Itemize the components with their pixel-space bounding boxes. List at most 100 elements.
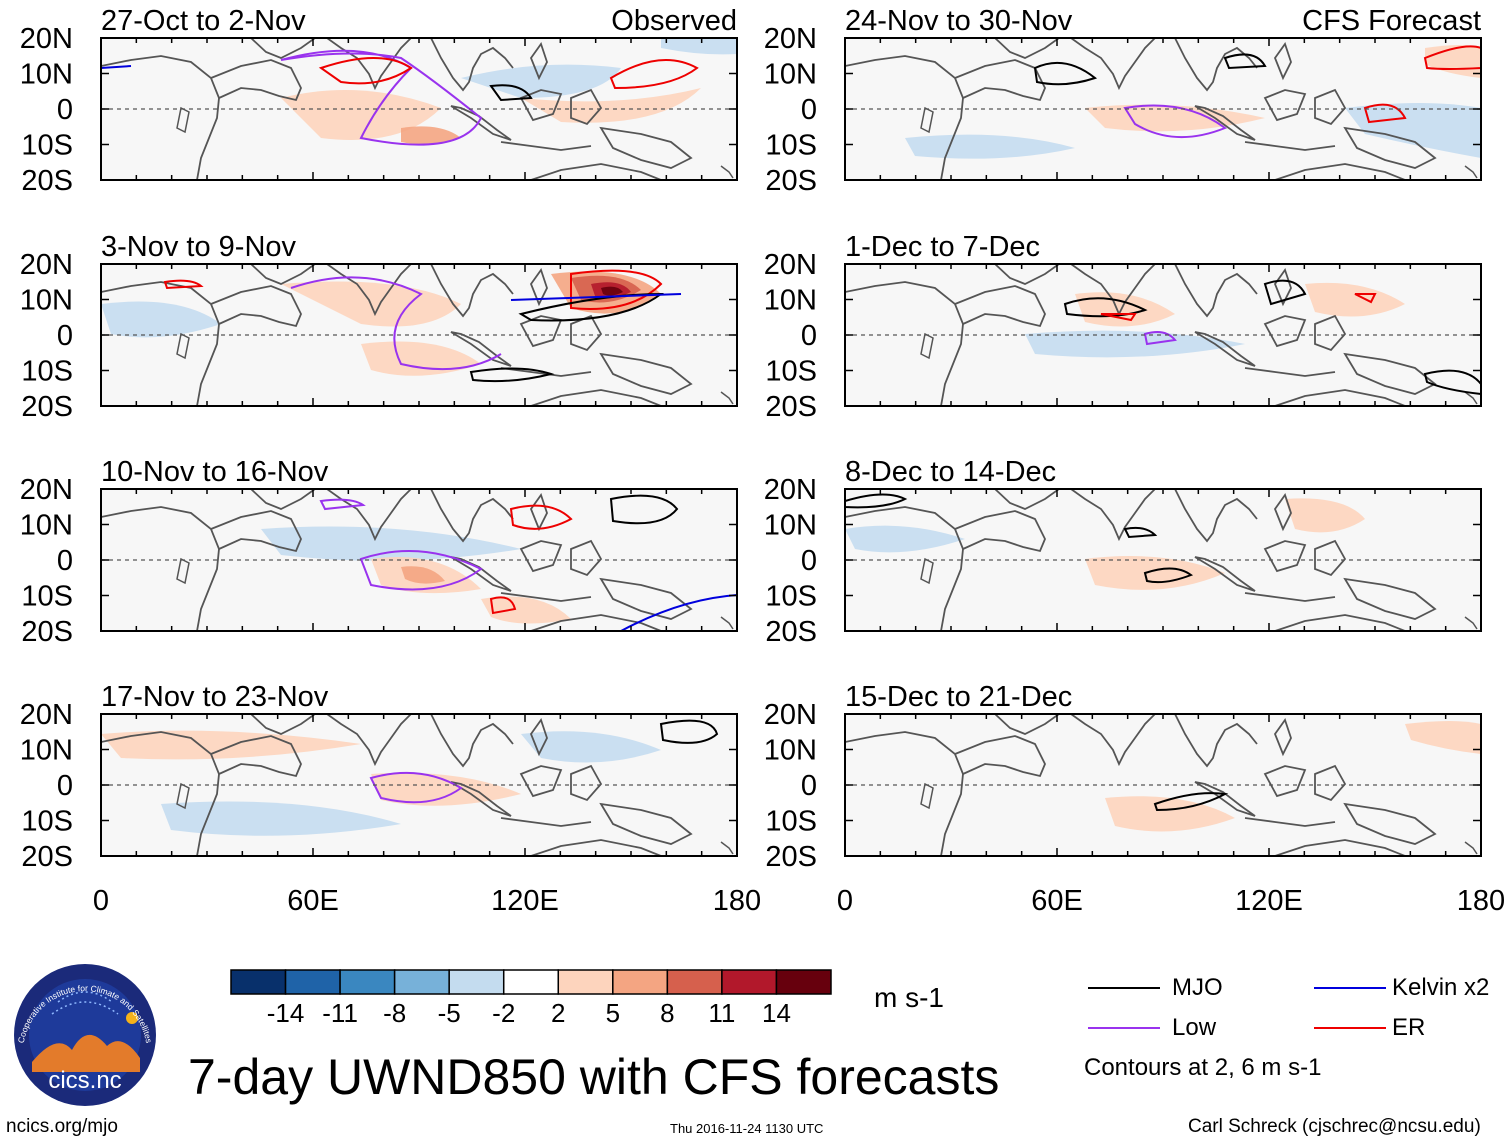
anomaly-shading [845,525,965,553]
colorbar-swatch [448,969,505,995]
y-tick-label: 10N [20,59,73,91]
y-tick-label: 10S [21,356,73,388]
y-tick-label: 0 [801,545,817,577]
legend-label-low: Low [1172,1014,1217,1041]
anomaly-shading [1105,796,1235,832]
contour-low [290,276,502,371]
colorbar-swatch [393,969,450,995]
y-tick-label: 20N [764,474,817,506]
y-tick-label: 10N [20,285,73,317]
y-tick-label: 20N [20,23,73,55]
y-tick-label: 0 [801,320,817,352]
y-tick-label: 10S [765,581,817,613]
contour-er [1100,313,1137,322]
footer-author: Carl Schreck (cjschrec@ncsu.edu) [1188,1116,1481,1137]
contour-mjo [1153,792,1229,812]
y-tick-label: 20S [765,165,817,197]
y-tick-label: 20N [20,474,73,506]
x-tick-label: 120E [491,885,559,917]
colorbar-level-label: 2 [551,998,566,1028]
y-tick-label: 20S [21,616,73,648]
contour-low [359,550,483,591]
contour-er [570,269,663,310]
anomaly-shading [401,566,445,584]
anomaly-shading [1305,282,1405,317]
y-tick-label: 0 [57,94,73,126]
anomaly-shading [401,126,461,145]
colorbar-level-label: -8 [383,998,407,1028]
contour-mjo [489,84,533,102]
colorbar-swatch [557,969,614,995]
y-tick-label: 10S [21,806,73,838]
panel-period-label: 17-Nov to 23-Nov [101,681,329,713]
y-tick-label: 20S [21,165,73,197]
panel-corner-label: CFS Forecast [1302,5,1481,37]
panel-period-label: 15-Dec to 21-Dec [845,681,1072,713]
contour-mjo [1033,61,1098,86]
anomaly-shading [1405,721,1481,754]
anomaly-shading [521,88,701,123]
anomaly-shading [1285,498,1365,533]
contour-mjo [1063,297,1148,318]
anomaly-shading [1075,292,1175,327]
colorbar-swatch [284,969,341,995]
contour-mjo [1143,567,1194,584]
contour-low [369,771,463,804]
colorbar-level-label: -2 [492,998,516,1028]
colorbar-level-label: -5 [437,998,461,1028]
anomaly-shading [1025,330,1245,358]
contour-mjo [609,494,679,525]
anomaly-shading [281,90,441,140]
anomaly-shading [371,772,521,806]
panel-period-label: 3-Nov to 9-Nov [101,231,297,263]
colorbar-swatch [230,969,287,995]
contour-low [1123,104,1228,138]
y-tick-label: 10N [764,510,817,542]
y-tick-label: 20N [20,699,73,731]
y-tick-label: 10S [765,356,817,388]
colorbar-level-label: 14 [761,998,791,1028]
y-tick-label: 20S [765,841,817,873]
colorbar-swatch [721,969,778,995]
contour-er [1363,103,1407,124]
colorbar-level-label: 11 [708,998,736,1028]
chart-title: 7-day UWND850 with CFS forecasts [188,1049,1000,1105]
y-tick-label: 0 [801,94,817,126]
anomaly-shading [261,526,521,561]
colorbar-level-label: -11 [322,998,358,1028]
anomaly-shading [1085,556,1225,590]
anomaly-shading [521,731,661,763]
y-tick-label: 20N [764,699,817,731]
contour-legend [1088,987,1386,1029]
panel-period-label: 1-Dec to 7-Dec [845,231,1040,263]
contour-er [1354,293,1377,304]
y-tick-label: 10N [20,510,73,542]
contour-low [319,498,366,511]
panel-period-label: 10-Nov to 16-Nov [101,456,329,488]
y-tick-label: 10N [20,735,73,767]
panel-background [845,714,1481,856]
y-tick-label: 0 [57,770,73,802]
y-tick-label: 20S [765,616,817,648]
contour-mjo [845,493,908,509]
x-tick-label: 60E [287,885,339,917]
x-tick-label: 180 [713,885,761,917]
colorbar-swatch [339,969,396,995]
anomaly-shading [161,801,401,836]
y-tick-label: 10N [764,59,817,91]
y-tick-label: 0 [57,320,73,352]
y-tick-label: 10S [21,130,73,162]
contour-mjo [1223,53,1267,70]
colorbar-units: m s-1 [874,982,944,1013]
y-tick-label: 0 [57,545,73,577]
footer-url[interactable]: ncics.org/mjo [6,1116,118,1137]
y-tick-label: 20S [21,391,73,423]
y-tick-label: 20N [764,23,817,55]
anomaly-shading [461,64,621,98]
